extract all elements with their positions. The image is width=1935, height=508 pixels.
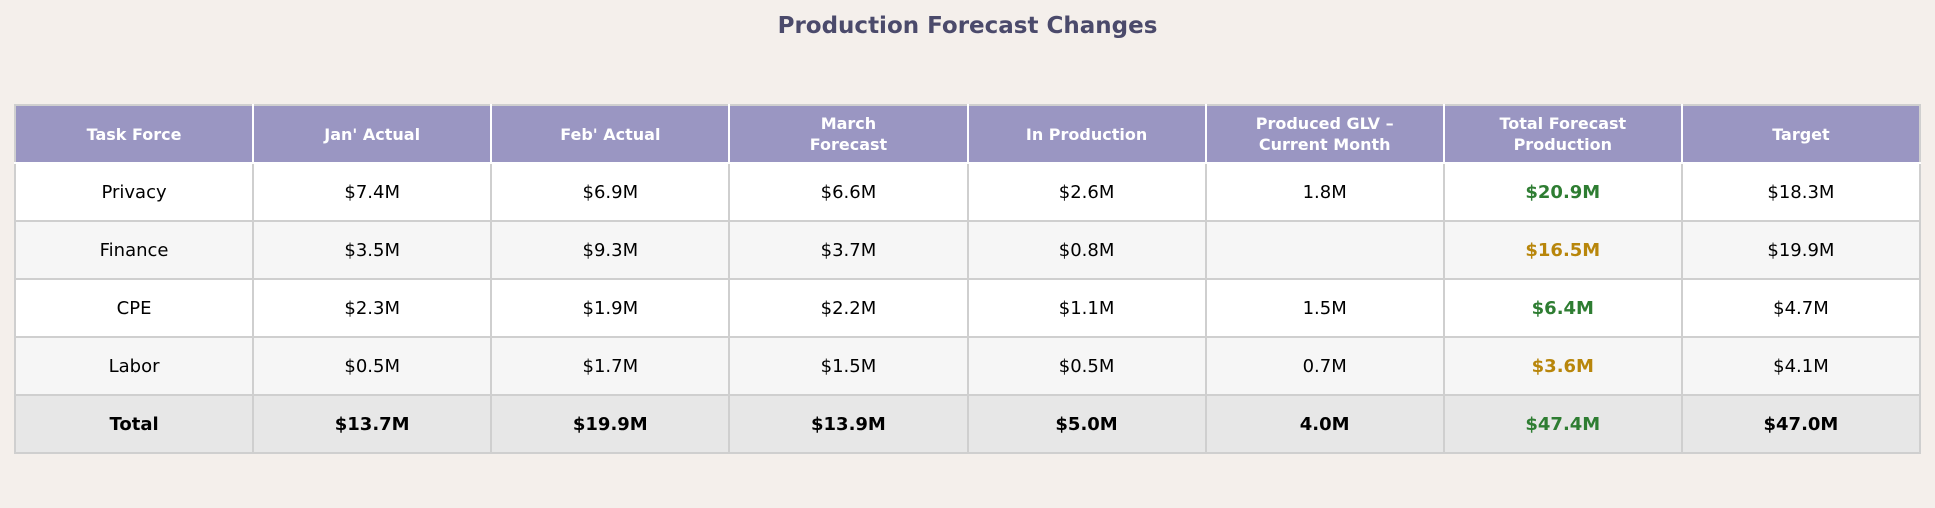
cell-in-production: $2.6M	[966, 162, 1207, 222]
cell-in-production: $1.1M	[966, 278, 1207, 338]
header-produced-glv: Produced GLV – Current Month	[1204, 104, 1445, 164]
cell-total-forecast: $47.4M	[1442, 394, 1683, 454]
cell-feb-actual: $1.9M	[490, 278, 731, 338]
cell-target: $19.9M	[1680, 220, 1922, 280]
cell-target: $4.7M	[1680, 278, 1922, 338]
cell-feb-actual: $1.7M	[490, 336, 731, 396]
table-row: Finance $3.5M $9.3M $3.7M $0.8M $16.5M $…	[13, 220, 1922, 280]
header-feb-actual: Feb' Actual	[490, 104, 731, 164]
header-in-production: In Production	[966, 104, 1207, 164]
cell-march-forecast: $3.7M	[728, 220, 969, 280]
cell-task-force: Privacy	[13, 162, 255, 222]
cell-task-force: Total	[13, 394, 255, 454]
cell-produced-glv: 1.8M	[1204, 162, 1445, 222]
cell-feb-actual: $19.9M	[490, 394, 731, 454]
table-row: Privacy $7.4M $6.9M $6.6M $2.6M 1.8M $20…	[13, 162, 1922, 222]
cell-march-forecast: $6.6M	[728, 162, 969, 222]
cell-task-force: Labor	[13, 336, 255, 396]
header-march-forecast: March Forecast	[728, 104, 969, 164]
table-row: CPE $2.3M $1.9M $2.2M $1.1M 1.5M $6.4M $…	[13, 278, 1922, 338]
cell-feb-actual: $9.3M	[490, 220, 731, 280]
header-task-force: Task Force	[13, 104, 255, 164]
cell-jan-actual: $13.7M	[252, 394, 493, 454]
cell-jan-actual: $3.5M	[252, 220, 493, 280]
cell-march-forecast: $2.2M	[728, 278, 969, 338]
cell-in-production: $5.0M	[966, 394, 1207, 454]
cell-jan-actual: $7.4M	[252, 162, 493, 222]
cell-total-forecast: $3.6M	[1442, 336, 1683, 396]
cell-produced-glv: 1.5M	[1204, 278, 1445, 338]
cell-target: $47.0M	[1680, 394, 1922, 454]
cell-march-forecast: $13.9M	[728, 394, 969, 454]
cell-jan-actual: $0.5M	[252, 336, 493, 396]
cell-task-force: Finance	[13, 220, 255, 280]
table-row: Labor $0.5M $1.7M $1.5M $0.5M 0.7M $3.6M…	[13, 336, 1922, 396]
cell-produced-glv	[1204, 220, 1445, 280]
forecast-table: Task Force Jan' Actual Feb' Actual March…	[13, 104, 1922, 454]
cell-produced-glv: 0.7M	[1204, 336, 1445, 396]
cell-total-forecast: $20.9M	[1442, 162, 1683, 222]
header-jan-actual: Jan' Actual	[252, 104, 493, 164]
total-row: Total $13.7M $19.9M $13.9M $5.0M 4.0M $4…	[13, 394, 1922, 454]
cell-total-forecast: $6.4M	[1442, 278, 1683, 338]
header-target: Target	[1680, 104, 1922, 164]
cell-task-force: CPE	[13, 278, 255, 338]
cell-target: $4.1M	[1680, 336, 1922, 396]
header-row: Task Force Jan' Actual Feb' Actual March…	[13, 104, 1922, 164]
cell-produced-glv: 4.0M	[1204, 394, 1445, 454]
header-total-forecast: Total Forecast Production	[1442, 104, 1683, 164]
chart-title: Production Forecast Changes	[777, 13, 1158, 39]
cell-total-forecast: $16.5M	[1442, 220, 1683, 280]
cell-march-forecast: $1.5M	[728, 336, 969, 396]
cell-in-production: $0.5M	[966, 336, 1207, 396]
cell-in-production: $0.8M	[966, 220, 1207, 280]
cell-target: $18.3M	[1680, 162, 1922, 222]
cell-jan-actual: $2.3M	[252, 278, 493, 338]
cell-feb-actual: $6.9M	[490, 162, 731, 222]
